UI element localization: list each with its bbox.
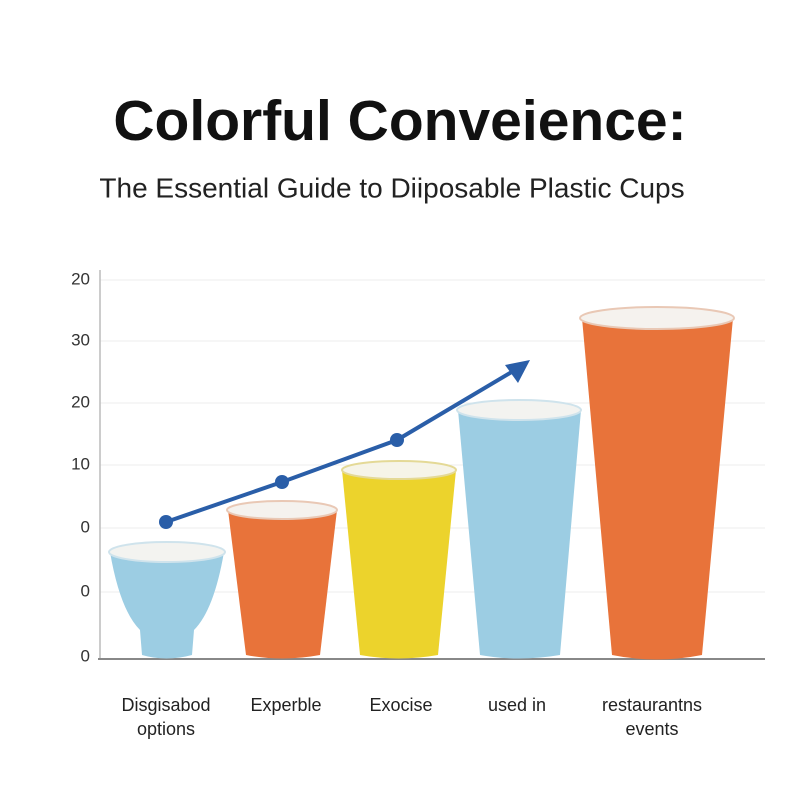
category-label: Experble <box>250 695 321 715</box>
category-label: Disgisabod <box>121 695 210 715</box>
cup <box>108 541 226 659</box>
category-label: Exocise <box>369 695 432 715</box>
y-tick-label: 0 <box>81 646 90 665</box>
y-tick-label: 30 <box>71 330 90 349</box>
subtitle: The Essential Guide to Diiposable Plasti… <box>99 172 684 203</box>
cup <box>226 500 338 659</box>
y-tick-label: 0 <box>81 581 90 600</box>
cup <box>341 460 457 659</box>
cup <box>456 399 582 659</box>
y-tick-label: 20 <box>71 392 90 411</box>
title: Colorful Conveience: <box>113 89 686 153</box>
category-label: events <box>625 719 678 739</box>
category-label: options <box>137 719 195 739</box>
y-tick-label: 20 <box>71 269 90 288</box>
trend-arrow <box>159 360 530 529</box>
y-tick-label: 0 <box>81 517 90 536</box>
y-tick-label: 10 <box>71 454 90 473</box>
cup <box>579 306 735 660</box>
category-label: used in <box>488 695 546 715</box>
category-label: restaurantns <box>602 695 702 715</box>
